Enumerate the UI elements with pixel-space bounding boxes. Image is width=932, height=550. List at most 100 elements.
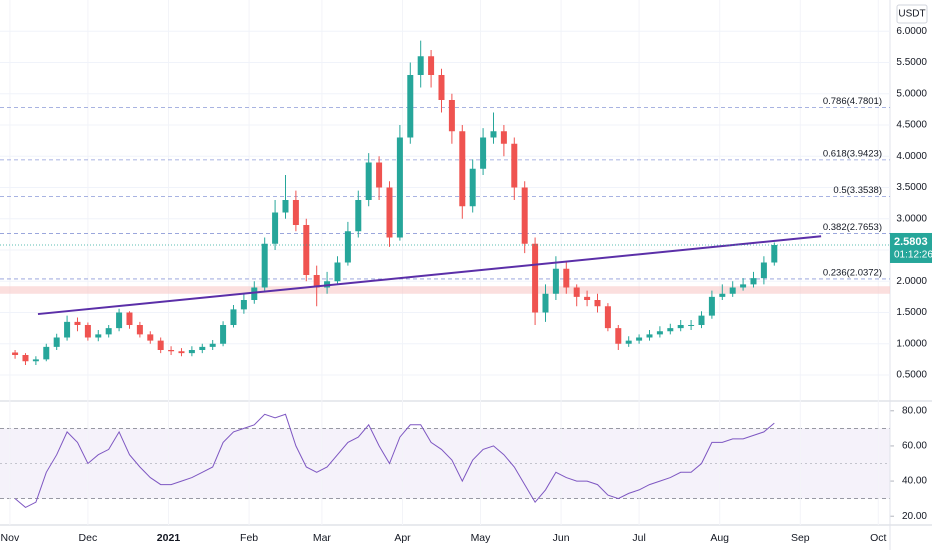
- candle-body: [64, 321, 71, 338]
- candle-body: [116, 312, 123, 329]
- candle-body: [53, 337, 60, 347]
- countdown: 01:12:26: [894, 250, 932, 261]
- y-tick-label: 3.5000: [896, 182, 927, 193]
- candle-body: [604, 306, 611, 329]
- fib-label: 0.786(4.7801): [823, 96, 882, 107]
- candle-body: [729, 287, 736, 294]
- price-tag: [890, 232, 932, 263]
- candle-body: [230, 309, 237, 325]
- x-tick-label: Aug: [710, 532, 729, 544]
- candle-body: [251, 287, 258, 300]
- candle-body: [688, 325, 695, 326]
- last-price: 2.5803: [894, 236, 928, 248]
- rsi-line: [14, 413, 775, 508]
- candle-body: [573, 287, 580, 297]
- candle-body: [43, 346, 50, 360]
- candle-body: [500, 131, 507, 144]
- highlight-zone: [0, 286, 890, 294]
- fib-label: 0.618(3.9423): [823, 148, 882, 159]
- candle-body: [240, 300, 247, 310]
- fib-label: 0.236(2.0372): [823, 267, 882, 278]
- candle-body: [584, 296, 591, 300]
- candle-body: [365, 162, 372, 200]
- candle-body: [355, 200, 362, 232]
- candle-body: [480, 137, 487, 169]
- y-tick-label: 0.5000: [896, 370, 927, 381]
- y-tick-label: 6.0000: [896, 26, 927, 37]
- candle-body: [220, 325, 227, 344]
- candle-body: [448, 100, 455, 132]
- candle-body: [272, 212, 279, 244]
- candle-body: [469, 168, 476, 207]
- candle-body: [417, 56, 424, 75]
- x-tick-label: Oct: [870, 532, 886, 544]
- candle-body: [677, 325, 684, 329]
- x-tick-label: Sep: [791, 532, 810, 544]
- candle-body: [407, 75, 414, 138]
- candle-body: [292, 200, 299, 225]
- y-tick-label: 20.00: [902, 511, 927, 522]
- candle-body: [303, 225, 310, 275]
- candle-body: [147, 334, 154, 341]
- y-tick-label: 80.00: [902, 405, 927, 416]
- candle-body: [12, 352, 19, 355]
- candle-body: [646, 334, 653, 338]
- candle-body: [105, 328, 112, 335]
- y-tick-label: 1.0000: [896, 338, 927, 349]
- y-tick-label: 4.0000: [896, 151, 927, 162]
- candle-body: [178, 351, 185, 354]
- candle-body: [750, 278, 757, 285]
- candle-body: [563, 268, 570, 288]
- candle-body: [719, 293, 726, 297]
- candle-body: [386, 187, 393, 238]
- trendline: [37, 235, 822, 316]
- x-tick-label: Apr: [394, 532, 411, 544]
- y-tick-label: 5.5000: [896, 57, 927, 68]
- y-tick-label: 2.0000: [896, 276, 927, 287]
- x-tick-label: May: [471, 532, 492, 544]
- candle-body: [656, 331, 663, 335]
- candle-body: [84, 325, 91, 338]
- fib-label: 0.5(3.3538): [833, 185, 882, 196]
- candle-body: [521, 187, 528, 244]
- candle-body: [625, 340, 632, 344]
- candle-body: [376, 162, 383, 188]
- candle-body: [771, 244, 778, 263]
- candle-body: [396, 137, 403, 238]
- candle-body: [740, 284, 747, 288]
- candle-body: [32, 359, 39, 362]
- candle-body: [542, 293, 549, 313]
- candle-body: [136, 325, 143, 335]
- candle-body: [199, 346, 206, 350]
- fib-label: 0.382(2.7653): [823, 222, 882, 233]
- candle-body: [209, 343, 216, 347]
- candle-body: [490, 131, 497, 138]
- x-tick-label: Feb: [240, 532, 258, 544]
- candle-body: [126, 312, 133, 325]
- candle-body: [459, 131, 466, 207]
- candle-body: [261, 243, 268, 288]
- candle-body: [511, 143, 518, 188]
- candle-body: [708, 296, 715, 316]
- candle-body: [698, 315, 705, 325]
- candle-body: [615, 328, 622, 344]
- candle-body: [428, 56, 435, 75]
- x-tick-label: Jun: [553, 532, 570, 544]
- y-tick-label: 3.0000: [896, 213, 927, 224]
- y-tick-label: 1.5000: [896, 307, 927, 318]
- candle-body: [532, 243, 539, 313]
- y-tick-label: 40.00: [902, 476, 927, 487]
- candle-body: [667, 328, 674, 332]
- y-tick-label: 60.00: [902, 441, 927, 452]
- candle-body: [594, 300, 601, 307]
- x-tick-label: Mar: [313, 532, 332, 544]
- x-tick-label: 2021: [157, 532, 181, 544]
- candle-body: [168, 350, 175, 352]
- candle-body: [95, 334, 102, 338]
- x-tick-label: Dec: [79, 532, 98, 544]
- candle-body: [188, 350, 195, 354]
- currency-box[interactable]: [896, 4, 928, 24]
- candle-body: [334, 262, 341, 282]
- candle-body: [438, 75, 445, 100]
